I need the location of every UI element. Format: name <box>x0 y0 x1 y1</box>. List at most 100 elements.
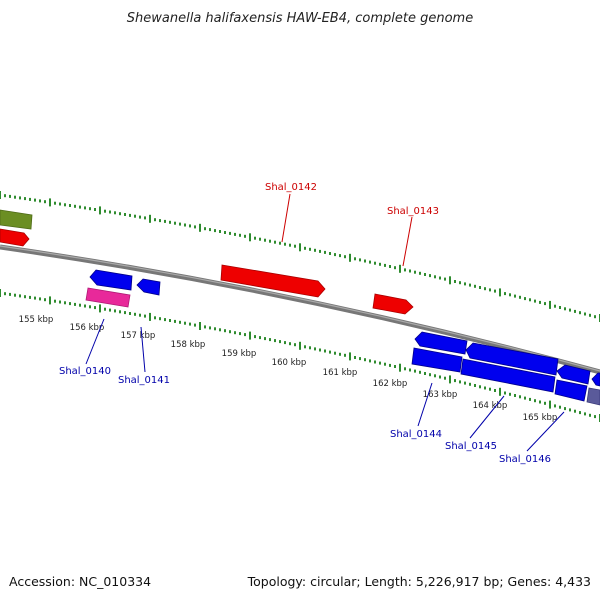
outer-track-minor-tick <box>279 241 281 245</box>
inner-track-minor-tick <box>159 317 161 321</box>
outer-track-minor-tick <box>364 259 366 263</box>
outer-track-minor-tick <box>569 308 571 312</box>
inner-track-minor-tick <box>339 352 341 356</box>
inner-track-major-tick <box>249 331 251 340</box>
gene-red-left-feature[interactable] <box>0 228 30 247</box>
gene-shal-0146-lower-feature[interactable] <box>554 379 588 402</box>
inner-track-minor-tick <box>104 307 106 311</box>
outer-track-minor-tick <box>409 269 411 273</box>
outer-track-minor-tick <box>489 288 491 292</box>
leader-shal-0140 <box>85 318 105 365</box>
outer-track-minor-tick <box>294 244 296 248</box>
outer-track-minor-tick <box>64 203 66 207</box>
outer-track-minor-tick <box>564 307 566 311</box>
inner-track-minor-tick <box>514 394 516 397</box>
outer-track-minor-tick <box>429 274 431 278</box>
outer-track-minor-tick <box>84 206 86 210</box>
inner-track-minor-tick <box>304 345 306 349</box>
outer-track-minor-tick <box>524 297 526 301</box>
gene-shal-0141-feature[interactable] <box>136 278 161 296</box>
outer-track-major-tick <box>149 214 151 223</box>
outer-track-minor-tick <box>264 238 266 242</box>
outer-track-minor-tick <box>79 205 81 209</box>
inner-track-minor-tick <box>459 380 461 384</box>
gene-shal-0142-feature[interactable] <box>220 264 326 298</box>
tick-label: 164 kbp <box>473 401 508 411</box>
inner-track-minor-tick <box>34 296 36 300</box>
inner-track-major-tick <box>149 312 151 321</box>
gene-label-shal-0140[interactable]: Shal_0140 <box>59 366 111 377</box>
outer-track-minor-tick <box>309 247 311 251</box>
outer-track-minor-tick <box>319 249 321 253</box>
outer-tick-track <box>0 191 600 322</box>
inner-track-minor-tick <box>54 299 56 303</box>
inner-track-minor-tick <box>79 303 81 307</box>
gene-olive-feature[interactable] <box>0 209 33 230</box>
gene-label-shal-0143[interactable]: Shal_0143 <box>387 206 439 217</box>
outer-track-minor-tick <box>414 270 416 274</box>
gene-label-shal-0142[interactable]: Shal_0142 <box>265 182 317 193</box>
inner-track-minor-tick <box>174 319 176 323</box>
gene-shal-0143-feature[interactable] <box>372 293 414 315</box>
gene-label-shal-0146[interactable]: Shal_0146 <box>499 454 551 465</box>
inner-track-minor-tick <box>324 349 326 353</box>
gene-right-edge-feature[interactable] <box>591 372 600 387</box>
gene-label-shal-0145[interactable]: Shal_0145 <box>445 441 497 452</box>
outer-track-minor-tick <box>474 284 476 288</box>
outer-track-major-tick <box>199 223 201 232</box>
gene-label-shal-0144[interactable]: Shal_0144 <box>390 429 442 440</box>
inner-track-minor-tick <box>529 397 531 401</box>
outer-track-major-tick <box>299 243 301 252</box>
gene-shal-0140-reverse-feature[interactable] <box>89 269 133 291</box>
outer-track-minor-tick <box>539 300 541 304</box>
gene-shal-0145-upper-feature[interactable] <box>465 342 559 376</box>
outer-track-minor-tick <box>209 228 211 232</box>
gene-shal-0144-lower-feature[interactable] <box>411 347 463 373</box>
outer-track-minor-tick <box>459 281 461 285</box>
leader-shal-0143 <box>402 216 413 267</box>
inner-track-minor-tick <box>239 332 241 336</box>
inner-track-minor-tick <box>544 401 546 405</box>
outer-track-minor-tick <box>29 197 31 201</box>
gene-label-leaders <box>85 193 565 452</box>
inner-track-minor-tick <box>559 405 561 409</box>
outer-track-minor-tick <box>444 277 446 281</box>
inner-track-minor-tick <box>214 327 216 331</box>
inner-track-minor-tick <box>204 325 206 329</box>
inner-track-minor-tick <box>279 340 281 344</box>
inner-track-minor-tick <box>344 353 346 357</box>
genome-backbone-highlight <box>0 245 600 372</box>
gene-shal-0146-upper-feature[interactable] <box>556 364 591 385</box>
tick-label: 156 kbp <box>70 323 105 333</box>
outer-track-major-tick <box>249 233 251 242</box>
inner-track-major-tick <box>99 304 101 313</box>
gene-shal-0140-feature[interactable] <box>85 287 131 308</box>
inner-track-minor-tick <box>539 400 541 404</box>
outer-track-minor-tick <box>504 292 506 296</box>
outer-track-major-tick <box>99 206 101 215</box>
gene-shal-0144-upper-feature[interactable] <box>414 331 468 355</box>
outer-track-minor-tick <box>219 230 221 233</box>
inner-track-minor-tick <box>469 382 471 386</box>
inner-track-minor-tick <box>439 375 441 379</box>
inner-track-major-tick <box>449 375 451 384</box>
outer-track-minor-tick <box>419 271 421 275</box>
inner-track-minor-tick <box>434 374 436 378</box>
outer-track-minor-tick <box>39 199 41 203</box>
inner-track-minor-tick <box>584 412 586 416</box>
gene-shal-0145-lower-feature[interactable] <box>460 358 556 393</box>
outer-track-minor-tick <box>244 234 246 238</box>
inner-track-minor-tick <box>154 316 156 320</box>
outer-track-minor-tick <box>374 261 376 265</box>
outer-track-minor-tick <box>584 312 586 316</box>
inner-track-minor-tick <box>314 347 316 351</box>
gene-slate-feature[interactable] <box>586 387 600 406</box>
outer-track-minor-tick <box>94 208 96 211</box>
tick-label: 165 kbp <box>523 413 558 423</box>
inner-track-major-tick <box>49 296 51 305</box>
gene-label-shal-0141[interactable]: Shal_0141 <box>118 375 170 386</box>
inner-track-minor-tick <box>69 302 71 306</box>
inner-track-major-tick <box>399 363 401 372</box>
inner-track-minor-tick <box>379 361 381 365</box>
